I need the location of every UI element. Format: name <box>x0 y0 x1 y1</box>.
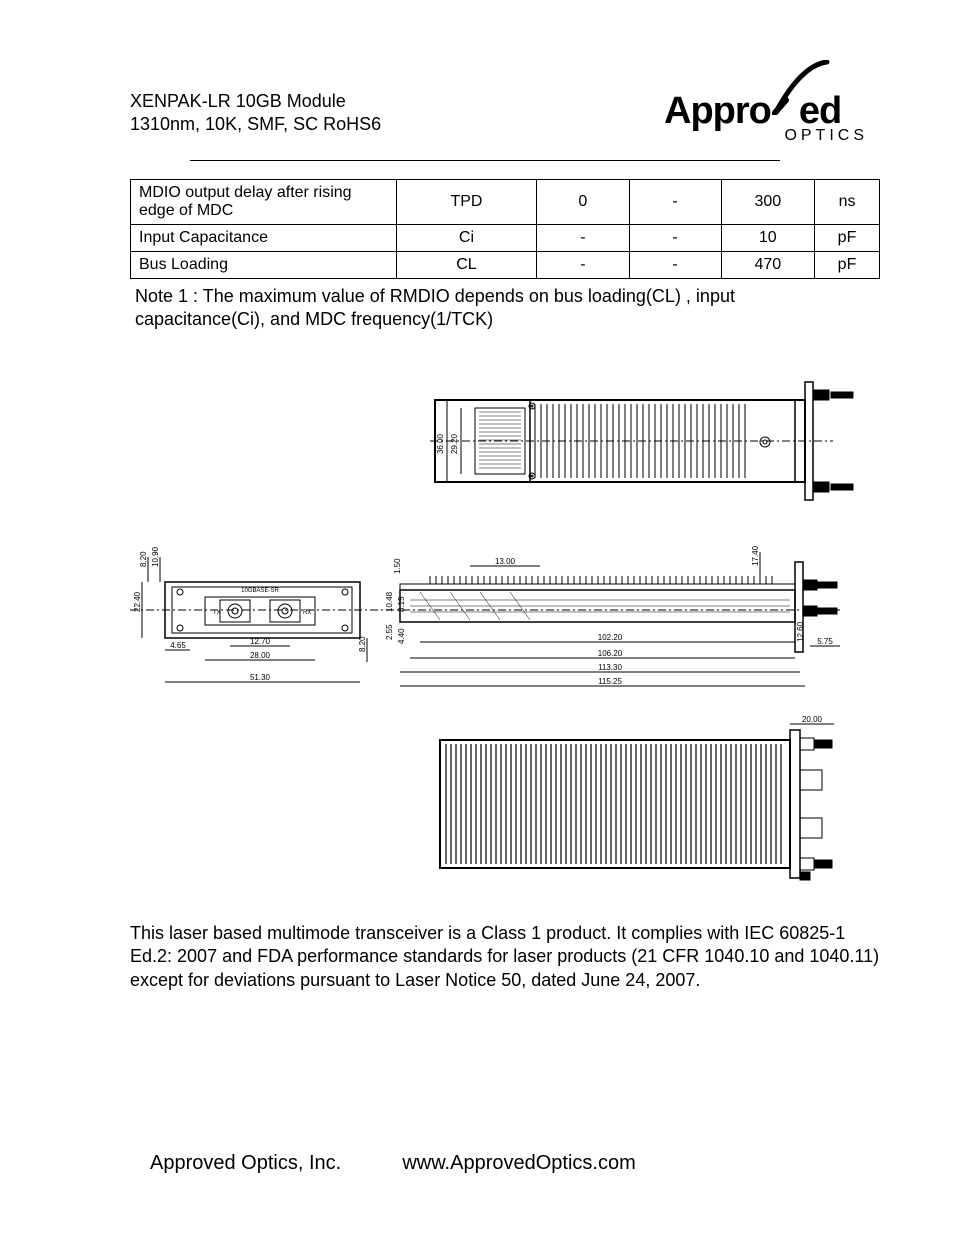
min-cell: - <box>537 252 629 279</box>
top-view: 36.00 29.20 <box>430 382 853 500</box>
table-row: MDIO output delay after rising edge of M… <box>131 180 880 225</box>
svg-text:4.40: 4.40 <box>397 628 406 644</box>
svg-text:36.00: 36.00 <box>436 433 445 454</box>
svg-text:12.60: 12.60 <box>796 621 805 642</box>
spec-table: MDIO output delay after rising edge of M… <box>130 179 880 279</box>
svg-text:10GBASE-SR: 10GBASE-SR <box>241 588 279 594</box>
product-title-line1: XENPAK-LR 10GB Module <box>130 90 381 113</box>
symbol-cell: TPD <box>396 180 537 225</box>
header-divider <box>190 160 780 161</box>
unit-cell: ns <box>815 180 880 225</box>
svg-text:RX: RX <box>303 610 311 616</box>
svg-text:4.65: 4.65 <box>170 641 186 650</box>
svg-text:20.00: 20.00 <box>802 715 823 724</box>
svg-text:8.15: 8.15 <box>397 596 406 612</box>
svg-text:115.25: 115.25 <box>598 677 622 686</box>
max-cell: 300 <box>721 180 814 225</box>
svg-text:113.30: 113.30 <box>598 663 622 672</box>
company-logo: Approed OPTICS <box>664 90 874 150</box>
svg-text:8.20: 8.20 <box>139 551 148 567</box>
svg-text:22.40: 22.40 <box>133 591 142 612</box>
table-note: Note 1 : The maximum value of RMDIO depe… <box>135 285 785 332</box>
svg-text:2.55: 2.55 <box>385 624 394 640</box>
svg-text:12.70: 12.70 <box>250 637 271 646</box>
typ-cell: - <box>629 180 721 225</box>
min-cell: 0 <box>537 180 629 225</box>
unit-cell: pF <box>815 225 880 252</box>
svg-text:TX: TX <box>213 610 221 616</box>
side-view: TX RX 10GBASE-SR <box>130 545 840 686</box>
spec-table-body: MDIO output delay after rising edge of M… <box>131 180 880 279</box>
page: XENPAK-LR 10GB Module 1310nm, 10K, SMF, … <box>0 0 954 1235</box>
symbol-cell: CL <box>396 252 537 279</box>
svg-text:1.50: 1.50 <box>393 558 402 574</box>
footer-url: www.ApprovedOptics.com <box>402 1152 635 1174</box>
footer-company: Approved Optics, Inc. <box>150 1152 341 1174</box>
mechanical-drawing: 36.00 29.20 TX RX 10GBASE-SR <box>100 372 870 892</box>
max-cell: 10 <box>721 225 814 252</box>
svg-text:51.30: 51.30 <box>250 673 271 682</box>
svg-text:17.40: 17.40 <box>751 545 760 566</box>
typ-cell: - <box>629 225 721 252</box>
table-row: Bus Loading CL - - 470 pF <box>131 252 880 279</box>
svg-text:106.20: 106.20 <box>598 649 623 658</box>
table-row: Input Capacitance Ci - - 10 pF <box>131 225 880 252</box>
svg-text:10.48: 10.48 <box>385 591 394 612</box>
compliance-text: This laser based multimode transceiver i… <box>130 922 890 992</box>
product-title-line2: 1310nm, 10K, SMF, SC RoHS6 <box>130 113 381 136</box>
param-cell: Bus Loading <box>131 252 397 279</box>
svg-text:29.20: 29.20 <box>450 433 459 454</box>
symbol-cell: Ci <box>396 225 537 252</box>
page-footer: Approved Optics, Inc. www.ApprovedOptics… <box>150 1152 636 1175</box>
svg-text:102.20: 102.20 <box>598 633 623 642</box>
drawing-svg: 36.00 29.20 TX RX 10GBASE-SR <box>100 372 870 892</box>
logo-swoosh-icon <box>772 60 832 115</box>
max-cell: 470 <box>721 252 814 279</box>
product-title-block: XENPAK-LR 10GB Module 1310nm, 10K, SMF, … <box>80 90 381 137</box>
page-header: XENPAK-LR 10GB Module 1310nm, 10K, SMF, … <box>80 90 874 150</box>
svg-text:5.75: 5.75 <box>817 637 833 646</box>
min-cell: - <box>537 225 629 252</box>
svg-text:28.00: 28.00 <box>250 651 271 660</box>
typ-cell: - <box>629 252 721 279</box>
param-cell: Input Capacitance <box>131 225 397 252</box>
unit-cell: pF <box>815 252 880 279</box>
svg-text:8.20: 8.20 <box>358 636 367 652</box>
svg-text:10.90: 10.90 <box>151 546 160 567</box>
svg-text:13.00: 13.00 <box>495 557 516 566</box>
param-cell: MDIO output delay after rising edge of M… <box>131 180 397 225</box>
bottom-view: 20.00 <box>440 715 834 880</box>
